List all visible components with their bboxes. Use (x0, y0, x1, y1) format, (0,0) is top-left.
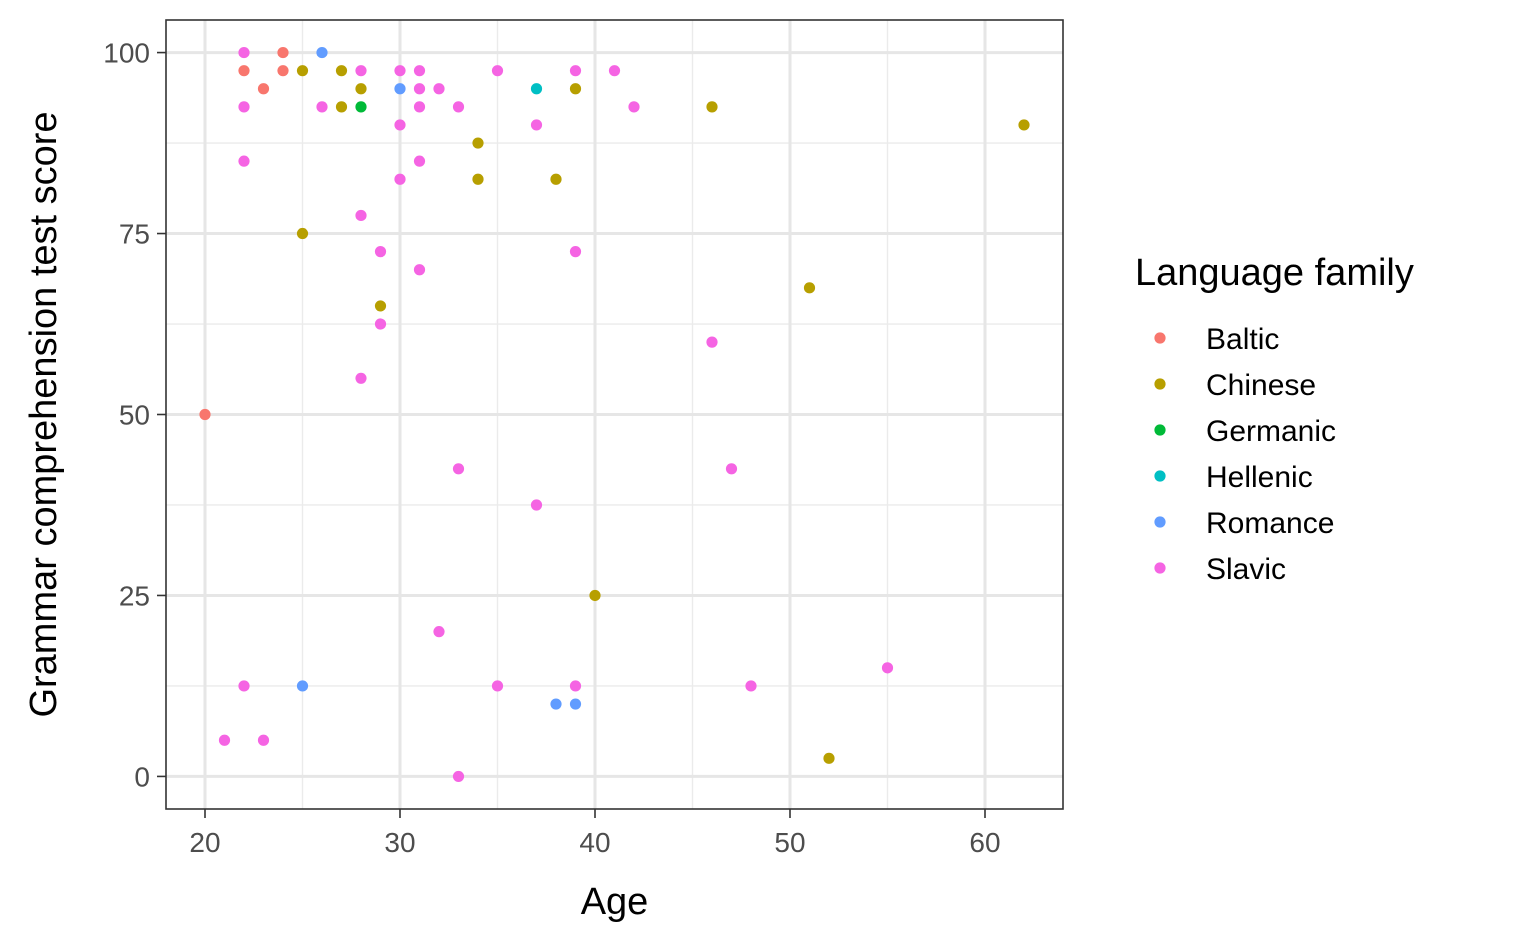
data-point-baltic (238, 65, 250, 77)
data-point-slavic (413, 101, 426, 113)
data-point-chinese (569, 83, 582, 95)
data-point-chinese (550, 173, 562, 185)
data-point-slavic (394, 65, 406, 77)
y-tick-label: 100 (103, 38, 150, 69)
legend-key-baltic (1154, 332, 1166, 344)
data-point-slavic (257, 734, 270, 746)
data-point-slavic (355, 209, 367, 222)
data-point-slavic (725, 463, 738, 475)
data-point-slavic (452, 770, 465, 783)
data-point-romance (296, 680, 309, 692)
y-tick-label: 75 (119, 219, 150, 250)
data-point-chinese (374, 300, 387, 312)
data-points (199, 46, 1030, 783)
data-point-slavic (881, 662, 894, 674)
data-point-slavic (433, 83, 445, 95)
data-point-baltic (257, 83, 270, 95)
data-point-romance (394, 83, 406, 95)
data-point-slavic (374, 246, 387, 258)
legend-key-romance (1154, 516, 1166, 528)
data-point-slavic (452, 463, 465, 475)
data-point-chinese (296, 65, 309, 77)
data-point-chinese (706, 101, 718, 113)
axes: 20 30 40 50 60 0 25 50 75 100 (103, 38, 1000, 858)
data-point-chinese (472, 137, 484, 149)
legend-key-slavic (1154, 562, 1166, 574)
data-point-slavic (491, 65, 504, 77)
data-point-slavic (218, 734, 231, 746)
data-point-slavic (491, 680, 504, 692)
data-point-chinese (335, 101, 348, 113)
data-point-slavic (355, 372, 367, 384)
legend-label-slavic: Slavic (1206, 553, 1286, 586)
x-tick-label: 40 (579, 827, 610, 858)
x-tick-label: 20 (189, 827, 220, 858)
legend-label-romance: Romance (1206, 507, 1334, 540)
x-tick-label: 50 (774, 827, 805, 858)
legend: Language family Baltic Chinese Germanic Hel… (1135, 252, 1414, 586)
data-point-slavic (413, 264, 426, 276)
x-axis-title: Age (581, 881, 649, 923)
data-point-slavic (706, 336, 718, 348)
data-point-slavic (530, 499, 543, 511)
data-point-slavic (394, 119, 406, 131)
x-tick-label: 60 (969, 827, 1000, 858)
data-point-slavic (628, 101, 640, 113)
data-point-baltic (277, 65, 289, 77)
data-point-slavic (413, 83, 426, 95)
legend-key-hellenic (1154, 470, 1166, 482)
data-point-chinese (296, 227, 309, 240)
data-point-romance (316, 46, 328, 59)
data-point-slavic (394, 173, 406, 185)
data-point-slavic (569, 246, 582, 258)
data-point-slavic (374, 318, 387, 330)
data-point-romance (569, 698, 582, 710)
data-point-chinese (335, 65, 348, 77)
y-axis-title: Grammar comprehension test score (23, 111, 65, 717)
data-point-chinese (823, 752, 835, 764)
data-point-slavic (530, 119, 543, 131)
data-point-slavic (355, 65, 367, 77)
data-point-slavic (569, 680, 582, 692)
legend-title: Language family (1135, 252, 1414, 294)
data-point-slavic (452, 101, 465, 113)
data-point-slavic (569, 65, 582, 77)
y-tick-label: 0 (134, 761, 150, 792)
data-point-chinese (472, 173, 484, 185)
data-point-slavic (238, 46, 250, 59)
y-tick-label: 50 (119, 400, 150, 431)
data-point-slavic (433, 626, 445, 638)
data-point-chinese (803, 282, 816, 294)
data-point-baltic (277, 46, 289, 59)
data-point-slavic (413, 65, 426, 77)
y-tick-label: 25 (119, 580, 150, 611)
data-point-slavic (238, 680, 250, 692)
data-point-chinese (589, 589, 601, 602)
legend-label-chinese: Chinese (1206, 369, 1316, 402)
data-point-slavic (316, 101, 328, 113)
data-point-slavic (608, 65, 621, 77)
data-point-chinese (355, 83, 367, 95)
data-point-slavic (745, 680, 757, 692)
data-point-hellenic (530, 83, 543, 95)
data-point-romance (550, 698, 562, 710)
data-point-germanic (355, 101, 367, 113)
data-point-slavic (238, 155, 250, 167)
data-point-slavic (413, 155, 426, 167)
legend-key-germanic (1154, 424, 1166, 436)
data-point-chinese (1018, 119, 1030, 131)
legend-label-baltic: Baltic (1206, 323, 1279, 356)
data-point-baltic (199, 408, 211, 421)
legend-key-chinese (1154, 378, 1166, 390)
data-point-slavic (238, 101, 250, 113)
grid-lines (166, 20, 1063, 809)
legend-label-hellenic: Hellenic (1206, 461, 1313, 494)
x-tick-label: 30 (384, 827, 415, 858)
legend-label-germanic: Germanic (1206, 415, 1336, 448)
